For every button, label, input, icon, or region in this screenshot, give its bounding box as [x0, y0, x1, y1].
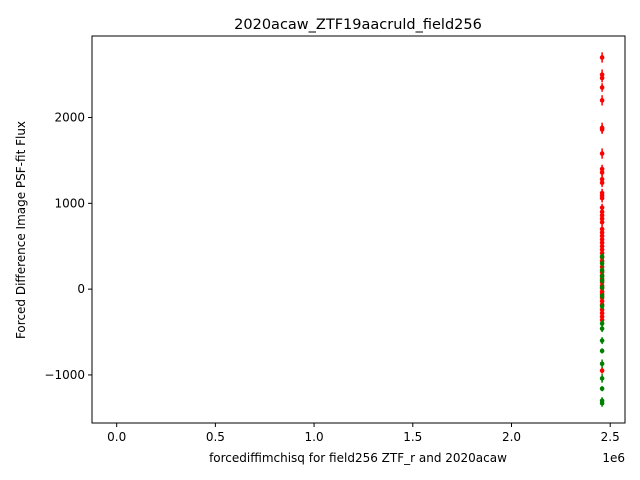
x-tick-label: 0.5: [206, 430, 225, 444]
plot-area: [91, 35, 626, 424]
x-axis-label: forcediffimchisq for field256 ZTF_r and …: [209, 451, 507, 465]
x-tick-label: 0.0: [107, 430, 126, 444]
data-point: [599, 376, 605, 381]
data-point: [599, 205, 605, 210]
data-point: [599, 195, 605, 201]
y-tick-label: 2000: [54, 111, 85, 125]
data-point: [599, 170, 605, 175]
data-point: [599, 400, 605, 406]
data-point: [599, 386, 605, 391]
data-point: [599, 180, 605, 186]
x-tick-label: 1.5: [403, 430, 422, 444]
data-point: [599, 254, 605, 259]
data-point: [599, 348, 605, 354]
data-point: [599, 264, 605, 270]
data-point: [599, 298, 605, 304]
y-tick-label: 0: [77, 282, 85, 296]
data-point: [599, 321, 605, 326]
data-point: [599, 151, 605, 156]
data-point: [599, 55, 605, 60]
data-point: [599, 261, 605, 266]
x-axis-ticks: 0.0 0.5 1.0 1.5 2.0 2.5: [107, 423, 620, 444]
data-point: [599, 75, 605, 81]
data-point: [599, 314, 605, 319]
y-axis-label: Forced Difference Image PSF-fit Flux: [14, 121, 28, 339]
x-tick-label: 2.0: [502, 430, 521, 444]
data-point: [599, 307, 605, 313]
x-tick-label: 1.0: [305, 430, 324, 444]
y-tick-label: 1000: [54, 196, 85, 210]
data-point: [599, 127, 605, 132]
data-marks: [599, 52, 605, 407]
data-point: [599, 278, 605, 283]
data-point: [599, 303, 605, 309]
x-axis-offset-label: 1e6: [602, 451, 625, 465]
data-point: [599, 98, 605, 103]
data-point: [599, 85, 605, 90]
data-point: [599, 338, 605, 343]
data-point: [599, 250, 605, 256]
data-point: [599, 310, 605, 316]
data-point: [599, 361, 605, 367]
chart-title: 2020acaw_ZTF19aacruld_field256: [234, 17, 482, 33]
data-point: [599, 293, 605, 299]
y-tick-label: −1000: [44, 368, 85, 382]
data-point: [599, 285, 605, 290]
x-tick-label: 2.5: [601, 430, 620, 444]
data-point: [599, 267, 605, 273]
data-point: [599, 219, 605, 225]
data-point: [599, 326, 605, 331]
y-axis-ticks: −1000 0 1000 2000: [44, 111, 92, 382]
data-point: [599, 368, 605, 373]
data-point: [599, 273, 605, 279]
